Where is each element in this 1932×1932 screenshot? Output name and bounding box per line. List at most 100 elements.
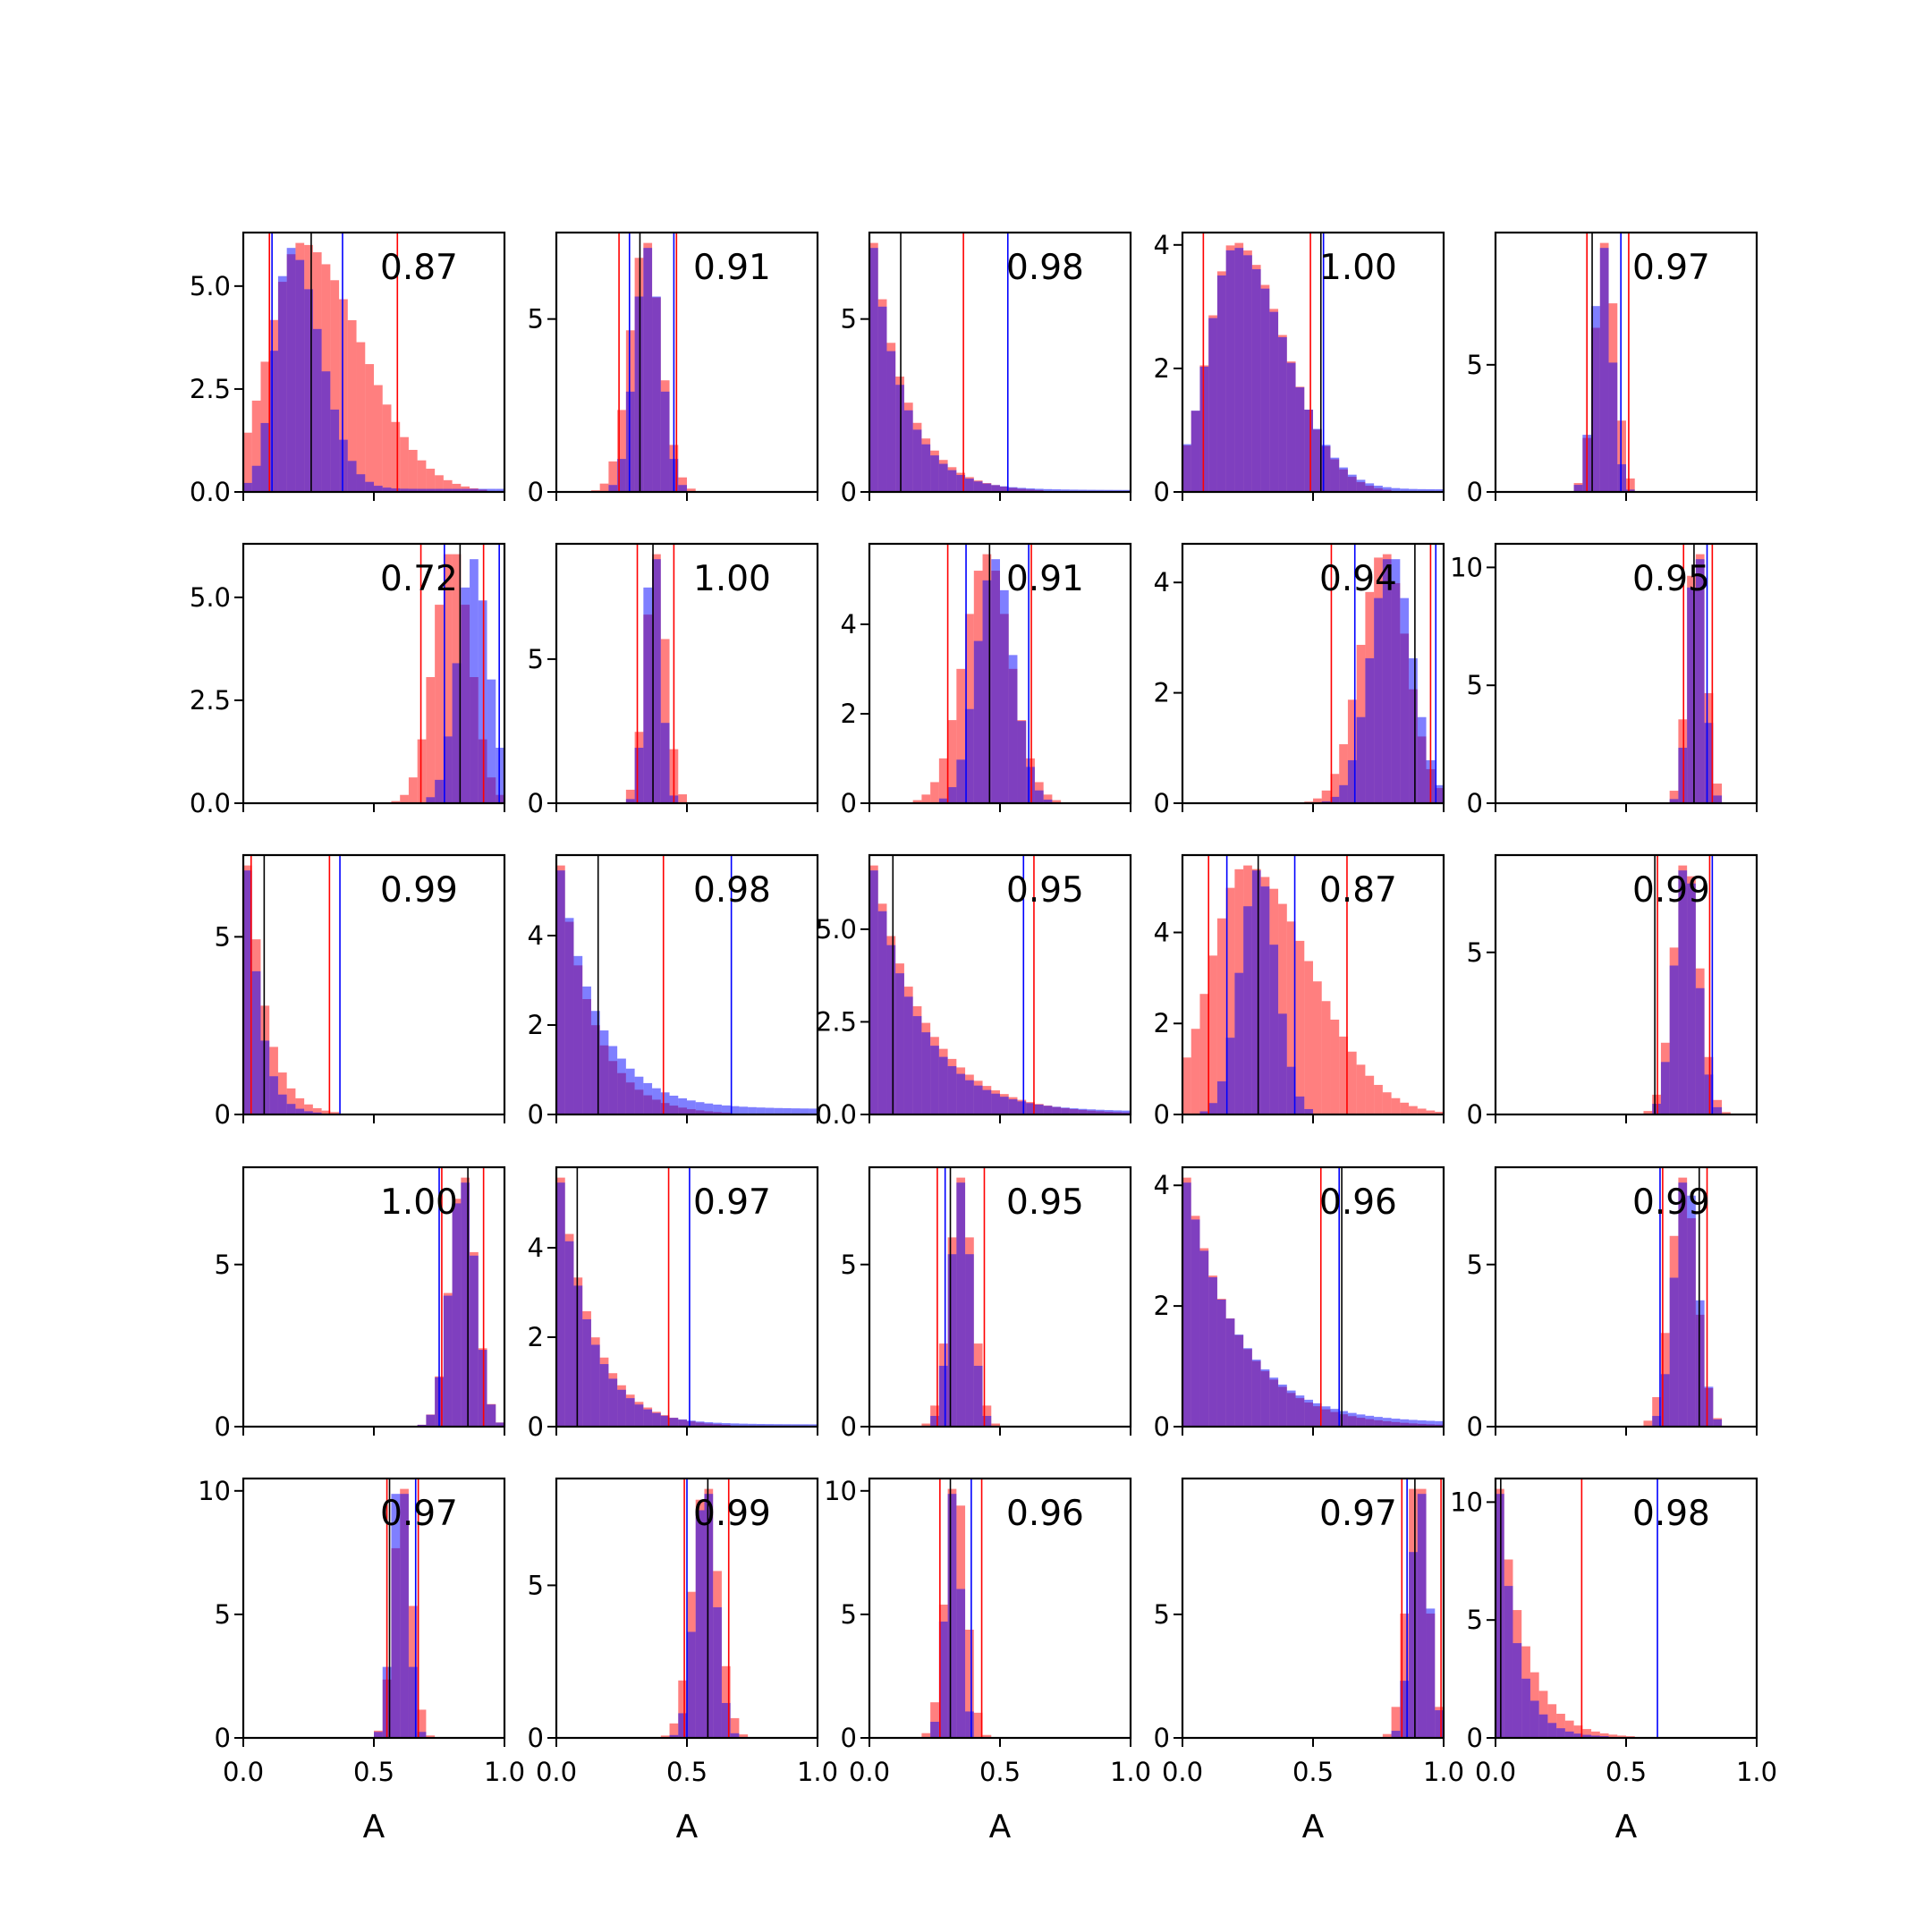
blue-bar bbox=[809, 1108, 818, 1114]
y-tick-label: 0.0 bbox=[190, 477, 231, 507]
blue-bar bbox=[1652, 1416, 1661, 1427]
subplot-2-3: 0 2 4 0.91 bbox=[841, 542, 1132, 818]
blue-bar bbox=[886, 945, 896, 1114]
blue-bar bbox=[1208, 1103, 1217, 1114]
red-bar bbox=[1295, 940, 1305, 1114]
y-tick-label: 0 bbox=[1154, 477, 1170, 507]
blue-bar bbox=[1513, 1643, 1522, 1738]
blue-bar bbox=[1225, 1318, 1235, 1427]
blue-bar bbox=[1313, 1402, 1322, 1427]
red-bar bbox=[1321, 1001, 1331, 1114]
panel-value-label: 0.95 bbox=[1006, 870, 1084, 911]
red-bar bbox=[1356, 1064, 1366, 1114]
blue-bar bbox=[652, 1412, 661, 1427]
histogram-bars bbox=[590, 242, 696, 492]
x-axis: 0.0 0.5 1.0 A bbox=[1162, 1738, 1464, 1845]
blue-bar bbox=[765, 1107, 775, 1114]
y-tick-label: 0 bbox=[528, 788, 544, 818]
blue-bar bbox=[1096, 1109, 1105, 1114]
x-tick-label: 0.0 bbox=[536, 1757, 577, 1787]
subplot-1-1: 0.0 2.5 5.0 0.87 bbox=[190, 231, 506, 507]
red-bar bbox=[1365, 1075, 1375, 1114]
red-bar bbox=[921, 794, 931, 803]
x-axis-label: A bbox=[676, 1809, 699, 1845]
blue-bar bbox=[1087, 489, 1097, 492]
red-bar bbox=[1208, 955, 1217, 1114]
blue-bar bbox=[1330, 1409, 1340, 1427]
x-tick-label: 0.0 bbox=[1475, 1757, 1516, 1787]
subplot-2-2: 051.00 bbox=[528, 542, 819, 818]
blue-bar bbox=[1417, 716, 1427, 803]
blue-bar bbox=[1225, 250, 1235, 492]
blue-bar bbox=[678, 1097, 687, 1114]
histogram-bars bbox=[1182, 1177, 1444, 1427]
y-tick-label: 0 bbox=[1467, 477, 1483, 507]
blue-bar bbox=[687, 1420, 696, 1427]
blue-bar bbox=[1061, 489, 1070, 492]
blue-bar bbox=[1608, 362, 1618, 492]
marker-lines bbox=[936, 1167, 986, 1427]
blue-bar bbox=[982, 580, 992, 803]
x-tick-label: 0.0 bbox=[1162, 1757, 1203, 1787]
x-tick-label: 0.5 bbox=[1606, 1757, 1647, 1787]
x-axis-label: A bbox=[1615, 1809, 1638, 1845]
x-tick-label: 0.0 bbox=[223, 1757, 264, 1787]
blue-bar bbox=[982, 1416, 992, 1427]
blue-bar bbox=[1347, 759, 1357, 803]
blue-bar bbox=[800, 1424, 809, 1427]
blue-bar bbox=[1669, 965, 1679, 1114]
blue-bar bbox=[678, 485, 687, 492]
blue-bar bbox=[1330, 457, 1340, 492]
blue-bar bbox=[251, 465, 261, 492]
panel-value-label: 0.99 bbox=[1632, 870, 1710, 911]
blue-bar bbox=[417, 1732, 427, 1738]
red-bar bbox=[678, 1680, 687, 1738]
blue-bar bbox=[765, 1424, 775, 1427]
y-tick-label: 10 bbox=[824, 1476, 857, 1506]
blue-bar bbox=[556, 1182, 565, 1427]
blue-bar bbox=[1199, 1250, 1209, 1427]
blue-bar bbox=[1026, 1103, 1035, 1114]
blue-bar bbox=[426, 797, 436, 803]
blue-bar bbox=[930, 1416, 939, 1427]
marker-lines bbox=[268, 233, 399, 492]
blue-bar bbox=[1052, 1106, 1062, 1114]
blue-bar bbox=[1339, 467, 1348, 492]
red-bar bbox=[277, 1072, 287, 1114]
blue-bar bbox=[660, 391, 670, 492]
y-tick-label: 2 bbox=[1154, 678, 1170, 708]
red-bar bbox=[687, 488, 696, 492]
blue-bar bbox=[965, 1080, 974, 1114]
blue-bar bbox=[660, 1415, 670, 1427]
blue-bar bbox=[1435, 1420, 1444, 1427]
blue-bar bbox=[1365, 1415, 1375, 1427]
blue-bar bbox=[652, 559, 661, 803]
blue-bar bbox=[956, 1073, 966, 1114]
blue-bar bbox=[1304, 1399, 1313, 1427]
red-bar bbox=[1400, 1102, 1410, 1114]
blue-bar bbox=[965, 708, 974, 803]
blue-bar bbox=[687, 1100, 696, 1114]
blue-bar bbox=[730, 1106, 740, 1114]
blue-bar bbox=[1234, 248, 1244, 492]
blue-bar bbox=[965, 1711, 974, 1738]
y-tick-label: 10 bbox=[1450, 1487, 1483, 1517]
red-bar bbox=[1330, 774, 1340, 803]
blue-bar bbox=[330, 409, 340, 492]
blue-bar bbox=[1113, 1110, 1123, 1114]
y-tick-label: 5 bbox=[215, 921, 231, 952]
blue-bar bbox=[634, 1076, 644, 1114]
blue-bar bbox=[912, 429, 922, 492]
blue-bar bbox=[938, 1621, 948, 1738]
blue-bar bbox=[1216, 1080, 1226, 1114]
marker-lines bbox=[900, 233, 1009, 492]
y-tick-label: 2 bbox=[1154, 1008, 1170, 1038]
blue-bar bbox=[625, 1068, 635, 1114]
panel-value-label: 0.97 bbox=[1632, 248, 1710, 288]
red-bar bbox=[243, 432, 252, 492]
y-axis: 0 2 4 bbox=[1154, 917, 1182, 1130]
blue-bar bbox=[1096, 489, 1105, 492]
subplot-3-1: 050.99 bbox=[215, 853, 506, 1130]
blue-bar bbox=[1000, 1097, 1009, 1114]
blue-bar bbox=[1678, 747, 1688, 803]
